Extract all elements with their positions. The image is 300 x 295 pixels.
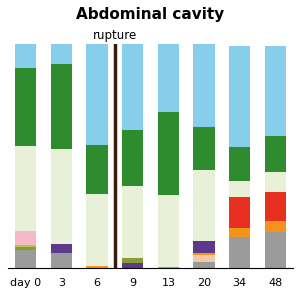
Bar	[229, 147, 250, 181]
Bar	[229, 196, 250, 228]
Bar	[193, 241, 215, 253]
Text: rupture: rupture	[93, 29, 137, 42]
Bar	[86, 266, 108, 268]
Title: Abdominal cavity: Abdominal cavity	[76, 7, 225, 22]
Bar	[229, 237, 250, 268]
Bar	[51, 149, 72, 244]
Bar	[193, 44, 215, 127]
Bar	[158, 44, 179, 112]
Bar	[15, 250, 37, 268]
Bar	[15, 231, 37, 245]
Bar	[15, 68, 37, 146]
Bar	[122, 130, 143, 186]
Bar	[122, 258, 143, 263]
Bar	[122, 186, 143, 258]
Bar	[51, 44, 72, 64]
Bar	[86, 145, 108, 194]
Bar	[86, 194, 108, 266]
Bar	[193, 255, 215, 262]
Bar	[229, 46, 250, 147]
Bar	[51, 244, 72, 253]
Bar	[229, 228, 250, 237]
Bar	[265, 192, 286, 221]
Bar	[265, 136, 286, 172]
Bar	[15, 44, 37, 68]
Bar	[193, 262, 215, 268]
Bar	[15, 245, 37, 247]
Bar	[265, 232, 286, 268]
Bar	[265, 46, 286, 136]
Bar	[158, 195, 179, 267]
Bar	[122, 44, 143, 130]
Bar	[229, 181, 250, 196]
Bar	[265, 221, 286, 232]
Bar	[15, 247, 37, 250]
Bar	[51, 64, 72, 149]
Bar	[193, 170, 215, 241]
Bar	[193, 253, 215, 255]
Bar	[158, 112, 179, 195]
Bar	[15, 146, 37, 231]
Bar	[86, 44, 108, 145]
Bar	[193, 127, 215, 170]
Bar	[51, 253, 72, 268]
Bar	[265, 172, 286, 192]
Bar	[158, 267, 179, 268]
Bar	[122, 263, 143, 268]
